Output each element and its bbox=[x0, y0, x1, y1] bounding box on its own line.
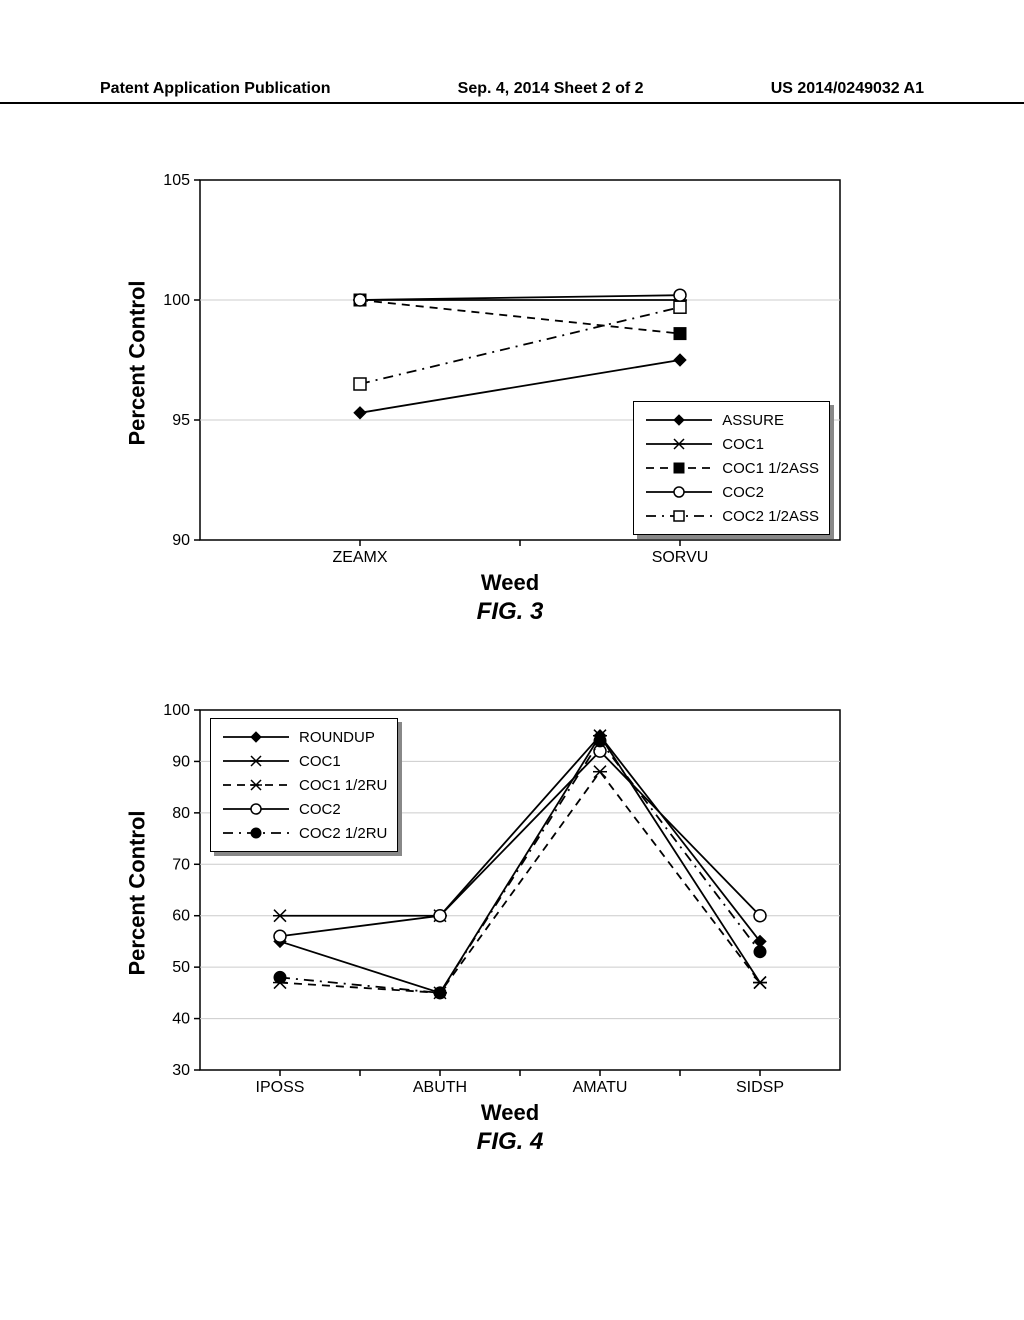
svg-text:70: 70 bbox=[172, 856, 190, 873]
svg-text:105: 105 bbox=[163, 172, 190, 189]
svg-text:50: 50 bbox=[172, 959, 190, 976]
legend-item: COC2 1/2RU bbox=[221, 821, 387, 845]
legend-label: COC1 bbox=[722, 436, 764, 453]
header-right: US 2014/0249032 A1 bbox=[771, 80, 924, 98]
svg-text:60: 60 bbox=[172, 908, 190, 925]
header-center: Sep. 4, 2014 Sheet 2 of 2 bbox=[458, 80, 644, 98]
figure-4: 30405060708090100IPOSSABUTHAMATUSIDSP Pe… bbox=[130, 700, 850, 1130]
svg-text:100: 100 bbox=[163, 702, 190, 719]
legend-item: ASSURE bbox=[644, 408, 819, 432]
legend-item: COC1 1/2ASS bbox=[644, 456, 819, 480]
svg-text:ZEAMX: ZEAMX bbox=[332, 549, 387, 566]
fig4-legend: ROUNDUP COC1 COC1 1/2RU COC2 COC2 1/2RU bbox=[210, 718, 398, 852]
svg-text:100: 100 bbox=[163, 292, 190, 309]
fig3-legend: ASSURE COC1 COC1 1/2ASS COC2 COC2 1/2ASS bbox=[633, 401, 830, 535]
legend-label: COC2 bbox=[299, 801, 341, 818]
page-header: Patent Application Publication Sep. 4, 2… bbox=[0, 80, 1024, 104]
svg-text:ABUTH: ABUTH bbox=[413, 1079, 467, 1096]
legend-label: ROUNDUP bbox=[299, 729, 375, 746]
legend-item: ROUNDUP bbox=[221, 725, 387, 749]
fig4-xlabel: Weed bbox=[430, 1100, 590, 1126]
legend-label: COC2 bbox=[722, 484, 764, 501]
legend-label: COC1 1/2ASS bbox=[722, 460, 819, 477]
fig3-label: FIG. 3 bbox=[430, 598, 590, 626]
legend-item: COC1 bbox=[644, 432, 819, 456]
legend-item: COC2 bbox=[221, 797, 387, 821]
svg-text:IPOSS: IPOSS bbox=[256, 1079, 305, 1096]
fig3-xlabel: Weed bbox=[430, 570, 590, 596]
figure-3: 9095100105ZEAMXSORVU Percent Control Wee… bbox=[130, 170, 850, 600]
legend-label: COC2 1/2ASS bbox=[722, 508, 819, 525]
svg-text:90: 90 bbox=[172, 753, 190, 770]
svg-text:95: 95 bbox=[172, 412, 190, 429]
legend-item: COC2 1/2ASS bbox=[644, 504, 819, 528]
legend-label: COC1 bbox=[299, 753, 341, 770]
fig4-label: FIG. 4 bbox=[430, 1128, 590, 1156]
svg-text:90: 90 bbox=[172, 532, 190, 549]
svg-text:SIDSP: SIDSP bbox=[736, 1079, 784, 1096]
svg-text:30: 30 bbox=[172, 1062, 190, 1079]
legend-item: COC1 1/2RU bbox=[221, 773, 387, 797]
legend-label: COC2 1/2RU bbox=[299, 825, 387, 842]
legend-item: COC2 bbox=[644, 480, 819, 504]
legend-label: COC1 1/2RU bbox=[299, 777, 387, 794]
svg-text:40: 40 bbox=[172, 1011, 190, 1028]
svg-text:80: 80 bbox=[172, 805, 190, 822]
fig3-ylabel: Percent Control bbox=[125, 280, 151, 445]
svg-text:SORVU: SORVU bbox=[652, 549, 709, 566]
fig4-ylabel: Percent Control bbox=[125, 810, 151, 975]
svg-text:AMATU: AMATU bbox=[573, 1079, 628, 1096]
fig3-svg: 90 95 100 105 ZEAMX SORVU bbox=[130, 170, 850, 600]
legend-label: ASSURE bbox=[722, 412, 784, 429]
legend-item: COC1 bbox=[221, 749, 387, 773]
header-left: Patent Application Publication bbox=[100, 80, 331, 98]
